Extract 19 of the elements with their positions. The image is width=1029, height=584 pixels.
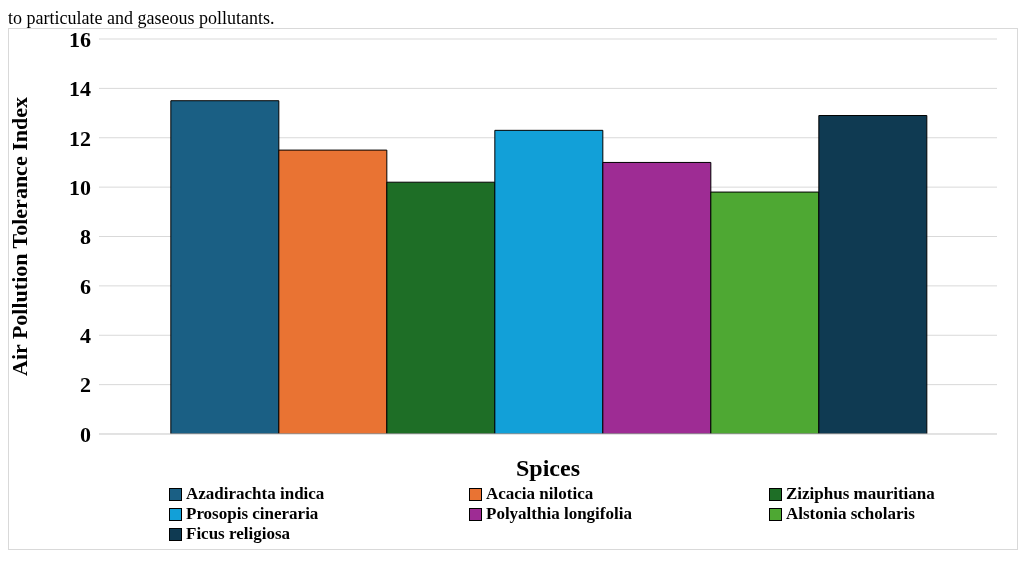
y-tick-label: 2 [80,372,91,398]
legend-label: Azadirachta indica [186,484,325,504]
legend-label: Alstonia scholaris [786,504,915,524]
y-tick-label: 14 [69,76,91,102]
y-tick-label: 16 [69,26,91,52]
y-tick-label: 6 [80,273,91,299]
legend-label: Prosopis cineraria [186,504,319,524]
text: to particulate and gaseous pollutants. [8,8,276,28]
y-tick-label: 4 [80,323,91,349]
y-axis-title: Air Pollution Tolerance Index [6,97,32,376]
y-tick-label: 8 [80,224,91,250]
legend-label: Ficus religiosa [186,524,291,544]
legend-label: Ziziphus mauritiana [786,484,935,504]
y-tick-label: 0 [80,421,91,447]
legend-label: Polyalthia longifolia [486,504,632,524]
y-tick-label: 12 [69,125,91,151]
y-tick-label: 10 [69,174,91,200]
x-axis-title: Spices [515,455,581,481]
legend-label: Acacia nilotica [486,484,594,504]
